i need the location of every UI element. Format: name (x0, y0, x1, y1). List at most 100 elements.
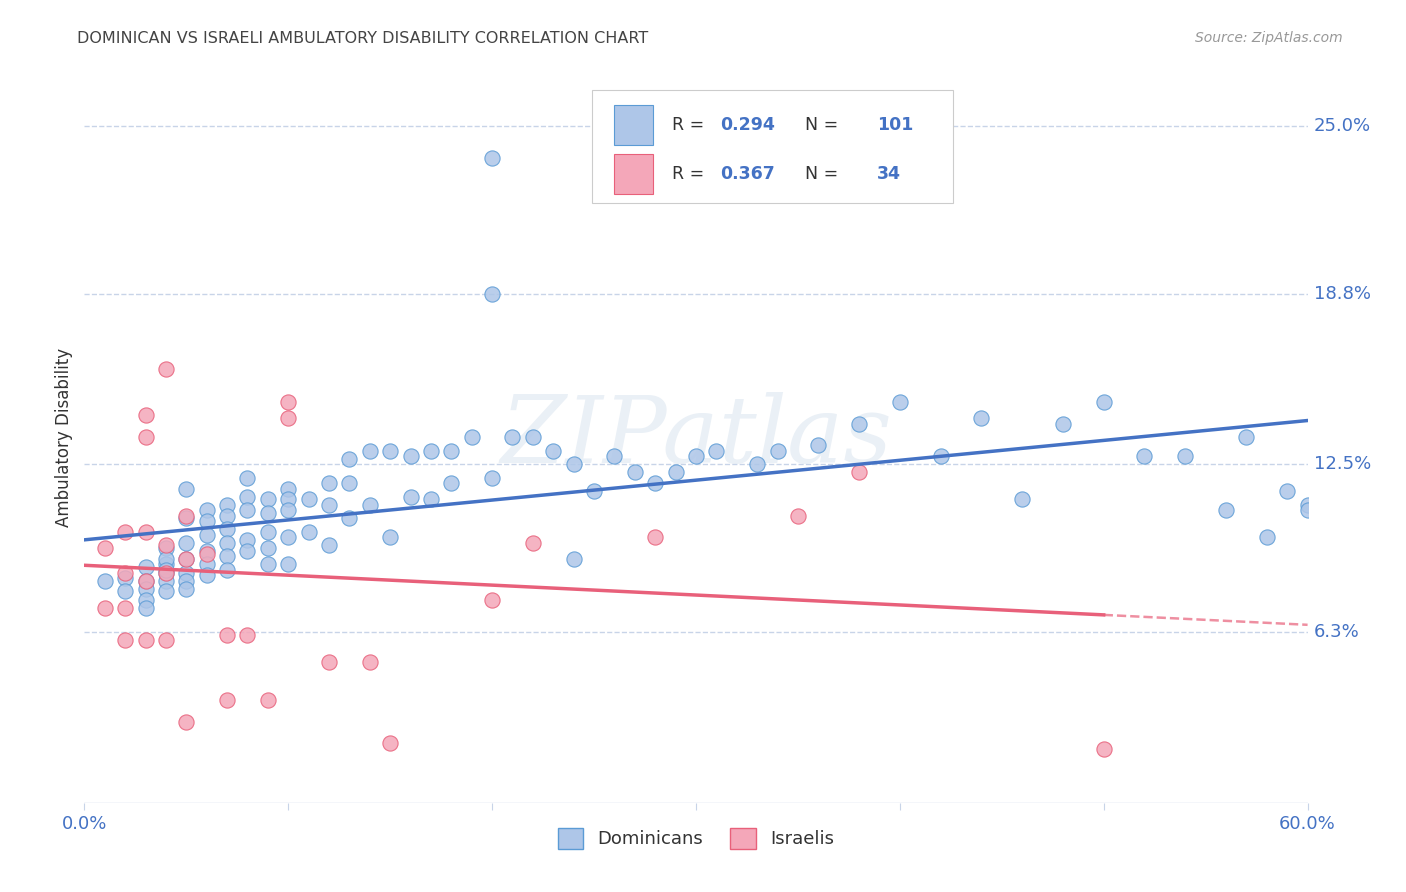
Point (114, 584, 136, 599)
Point (195, 514, 218, 528)
Point (1052, 417, 1074, 431)
Point (174, 535, 197, 549)
Point (155, 538, 177, 552)
Point (236, 533, 259, 547)
Point (174, 508, 197, 523)
Point (135, 633, 157, 648)
Point (195, 568, 218, 582)
Point (135, 582, 157, 596)
Point (135, 592, 157, 607)
Point (174, 552, 197, 566)
Point (929, 449, 952, 463)
Point (420, 492, 443, 507)
Point (277, 395, 299, 409)
Point (603, 449, 626, 463)
Point (195, 544, 218, 558)
Point (174, 482, 197, 496)
Point (562, 457, 585, 471)
Point (318, 538, 340, 552)
Point (277, 411, 299, 425)
Point (1296, 498, 1319, 512)
Point (644, 476, 666, 491)
Point (848, 417, 870, 431)
Text: R =: R = (672, 165, 709, 183)
Point (1092, 741, 1115, 756)
Point (217, 522, 239, 536)
Point (135, 574, 157, 588)
Point (298, 524, 321, 539)
Point (1296, 503, 1319, 517)
Point (217, 498, 239, 512)
Point (174, 552, 197, 566)
Point (135, 430, 157, 444)
Point (339, 476, 361, 491)
Point (318, 476, 340, 491)
Point (543, 443, 565, 458)
Point (155, 633, 177, 648)
Text: 12.5%: 12.5% (1313, 455, 1371, 473)
Point (195, 503, 218, 517)
Text: Source: ZipAtlas.com: Source: ZipAtlas.com (1195, 31, 1343, 45)
Point (562, 552, 585, 566)
Point (665, 465, 688, 479)
Point (114, 600, 136, 615)
Point (522, 535, 544, 549)
Point (277, 492, 299, 507)
Text: 0.367: 0.367 (720, 165, 775, 183)
Point (195, 547, 218, 561)
Point (135, 574, 157, 588)
Point (236, 503, 259, 517)
Point (195, 558, 218, 572)
Point (481, 471, 503, 485)
FancyBboxPatch shape (592, 90, 953, 203)
Point (257, 506, 280, 520)
Point (236, 490, 259, 504)
Point (1277, 484, 1299, 499)
Point (481, 151, 503, 165)
Point (1174, 449, 1197, 463)
Point (787, 508, 810, 523)
Text: N =: N = (794, 165, 844, 183)
Point (848, 465, 870, 479)
Point (155, 574, 177, 588)
Point (359, 655, 381, 669)
Point (380, 530, 402, 544)
Point (889, 395, 911, 409)
Point (135, 560, 157, 574)
Point (114, 566, 136, 580)
Point (155, 541, 177, 556)
Point (399, 490, 422, 504)
Point (583, 484, 606, 499)
Point (155, 362, 177, 376)
Point (217, 693, 239, 707)
Point (481, 592, 503, 607)
Point (174, 574, 197, 588)
Point (318, 655, 340, 669)
Point (135, 409, 157, 423)
Text: ZIPatlas: ZIPatlas (501, 392, 891, 482)
Point (155, 558, 177, 572)
Point (217, 628, 239, 642)
Point (155, 584, 177, 599)
Point (277, 503, 299, 517)
Point (380, 443, 402, 458)
Point (747, 457, 769, 471)
Point (318, 498, 340, 512)
Text: 0.294: 0.294 (720, 116, 775, 134)
Point (359, 498, 381, 512)
Point (339, 511, 361, 525)
Point (155, 566, 177, 580)
Legend: Dominicans, Israelis: Dominicans, Israelis (551, 821, 841, 856)
Point (155, 552, 177, 566)
Point (339, 451, 361, 466)
Text: 25.0%: 25.0% (1313, 117, 1371, 135)
Point (217, 508, 239, 523)
Point (217, 549, 239, 564)
Point (135, 524, 157, 539)
Text: 101: 101 (877, 116, 914, 134)
FancyBboxPatch shape (614, 153, 654, 194)
Point (706, 443, 728, 458)
FancyBboxPatch shape (614, 104, 654, 145)
Y-axis label: Ambulatory Disability: Ambulatory Disability (55, 348, 73, 526)
Point (174, 566, 197, 580)
